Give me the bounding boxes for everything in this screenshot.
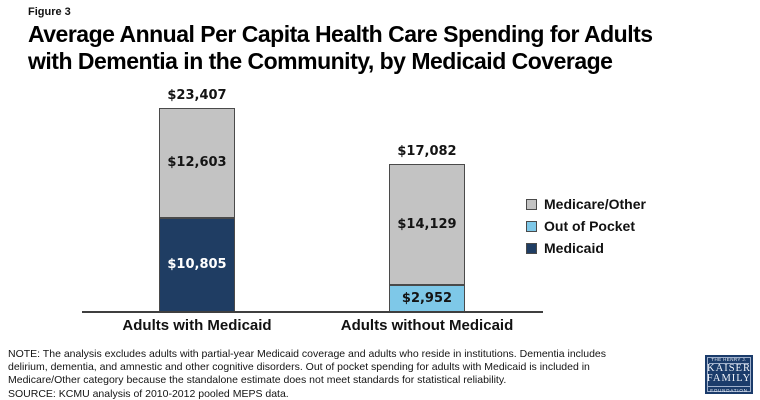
bar-with-medicaid-medicaid-segment <box>159 218 235 312</box>
note-line-1: NOTE: The analysis excludes adults with … <box>8 348 607 360</box>
legend-item-medicaid: Medicaid <box>526 240 646 256</box>
legend-item-out-of-pocket: Out of Pocket <box>526 218 646 234</box>
bar-without-medicaid-medicare-other-segment <box>389 164 465 285</box>
chart-legend: Medicare/Other Out of Pocket Medicaid <box>526 196 646 263</box>
segment-label-with-medicaid-medicare-other: $12,603 <box>167 155 227 170</box>
kff-logo-top-text: THE HENRY J. <box>709 356 749 364</box>
note-line-3: Medicare/Other category because the stan… <box>8 374 507 387</box>
bar-with-medicaid-medicare-other-segment <box>159 108 235 218</box>
kff-logo-inner: THE HENRY J. KAISER FAMILY FOUNDATION <box>706 356 752 393</box>
figure-number-label: Figure 3 <box>28 6 71 18</box>
kff-logo-foundation-text: FOUNDATION <box>708 385 750 393</box>
legend-swatch-medicare-other <box>526 198 537 210</box>
source-line: SOURCE: KCMU analysis of 2010-2012 poole… <box>8 387 289 400</box>
legend-label-medicaid: Medicaid <box>544 240 604 256</box>
legend-label-out-of-pocket: Out of Pocket <box>544 218 636 234</box>
bar-without-medicaid-out-of-pocket-segment <box>389 285 465 312</box>
total-label-without-medicaid: $17,082 <box>397 144 457 159</box>
segment-label-without-medicaid-medicare-other: $14,129 <box>397 217 457 232</box>
kff-logo: THE HENRY J. KAISER FAMILY FOUNDATION <box>705 355 753 394</box>
title-line-1: Average Annual Per Capita Health Care Sp… <box>28 21 653 47</box>
legend-swatch-out-of-pocket <box>526 220 537 232</box>
page-title: Average Annual Per Capita Health Care Sp… <box>28 21 752 75</box>
legend-label-medicare-other: Medicare/Other <box>544 196 646 212</box>
legend-swatch-medicaid <box>526 242 537 254</box>
category-label-without-medicaid: Adults without Medicaid <box>340 317 514 334</box>
note-line-2: delirium, dementia, and amnestic and oth… <box>8 361 590 374</box>
x-axis-line <box>82 311 543 313</box>
segment-label-without-medicaid-out-of-pocket: $2,952 <box>401 291 453 306</box>
kff-logo-kaiser-text: KAISER <box>707 362 751 374</box>
total-label-with-medicaid: $23,407 <box>167 88 227 103</box>
footnote: NOTE: The analysis excludes adults with … <box>8 348 696 400</box>
title-line-2: with Dementia in the Community, by Medic… <box>28 48 613 74</box>
legend-item-medicare-other: Medicare/Other <box>526 196 646 212</box>
segment-label-with-medicaid-medicaid: $10,805 <box>167 257 227 272</box>
kff-logo-family-text: FAMILY <box>706 373 752 384</box>
category-label-with-medicaid: Adults with Medicaid <box>122 317 272 334</box>
